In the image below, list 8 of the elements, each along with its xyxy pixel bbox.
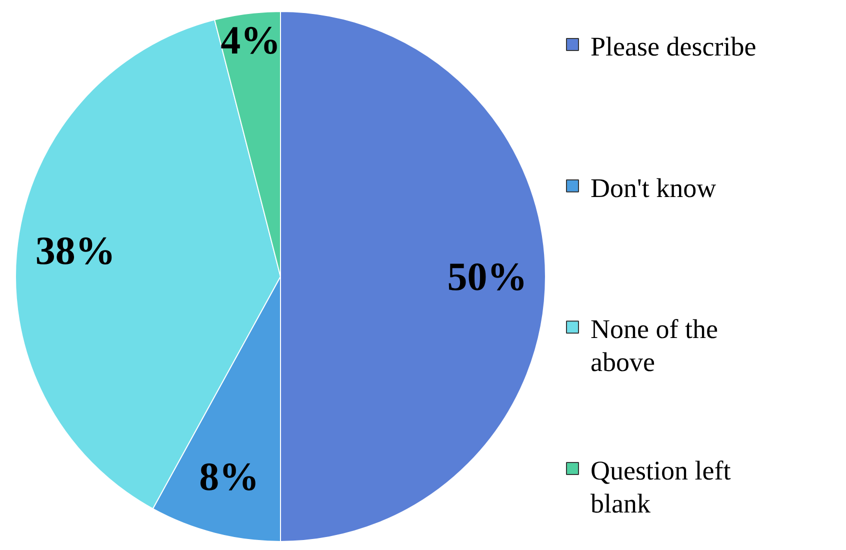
- legend-label: Question left blank: [590, 456, 732, 518]
- data-label: 4%: [220, 17, 281, 62]
- legend-label: None of the above: [590, 314, 718, 378]
- data-label: 38%: [35, 228, 116, 274]
- data-label: 8%: [199, 454, 260, 500]
- data-label: 50%: [447, 254, 528, 299]
- legend-label: Please describe: [590, 32, 756, 62]
- legend-label: Don't know: [590, 172, 717, 203]
